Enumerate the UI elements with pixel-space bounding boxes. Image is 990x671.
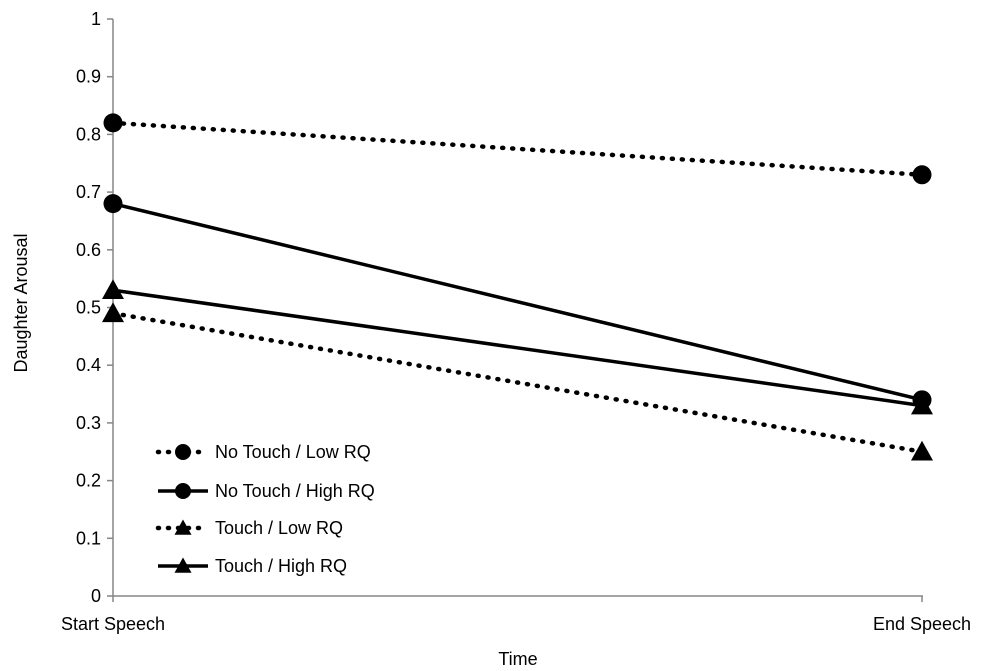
legend-triangle-marker xyxy=(174,519,192,535)
y-tick-label: 0.7 xyxy=(76,182,101,202)
series-line xyxy=(110,311,925,454)
chart-axes xyxy=(107,18,923,602)
legend-item: Touch / Low RQ xyxy=(155,518,343,538)
y-tick-labels: 0 0.1 0.2 0.3 0.4 0.5 0.6 0.7 0.8 0.9 1 xyxy=(76,9,101,606)
series-1 xyxy=(103,113,932,185)
y-tick-label: 0.6 xyxy=(76,240,101,260)
x-tick-label: Start Speech xyxy=(61,614,165,634)
series-line xyxy=(112,201,923,402)
x-tick-label: End Speech xyxy=(873,614,971,634)
triangle-marker xyxy=(911,394,933,415)
legend-item: No Touch / Low RQ xyxy=(155,442,371,462)
circle-marker xyxy=(912,165,932,185)
legend-label: Touch / High RQ xyxy=(215,556,347,576)
y-tick-label: 0.5 xyxy=(76,298,101,318)
y-tick-label: 1 xyxy=(91,9,101,29)
legend-label: No Touch / Low RQ xyxy=(215,442,371,462)
triangle-marker xyxy=(102,279,124,299)
legend-label: Touch / Low RQ xyxy=(215,518,343,538)
legend-label: No Touch / High RQ xyxy=(215,481,375,501)
circle-marker xyxy=(103,194,123,214)
y-tick-label: 0.1 xyxy=(76,528,101,548)
legend-triangle-marker xyxy=(174,557,192,573)
series-3 xyxy=(102,302,933,461)
y-tick-label: 0.8 xyxy=(76,124,101,144)
y-tick-label: 0.9 xyxy=(76,67,101,87)
legend-circle-marker xyxy=(175,444,191,460)
chart-legend: No Touch / Low RQ No Touch / High RQ Touch… xyxy=(155,442,375,576)
series-line xyxy=(110,120,925,178)
x-axis-title: Time xyxy=(498,649,537,669)
legend-circle-marker xyxy=(175,483,191,499)
legend-item: No Touch / High RQ xyxy=(158,481,375,501)
y-tick-label: 0 xyxy=(91,586,101,606)
series-line xyxy=(112,288,923,408)
chart-series xyxy=(102,113,933,461)
triangle-marker xyxy=(102,302,124,323)
legend-item: Touch / High RQ xyxy=(158,556,347,576)
circle-marker xyxy=(103,113,123,133)
series-4 xyxy=(102,279,933,415)
y-tick-label: 0.4 xyxy=(76,355,101,375)
x-tick-labels: Start Speech End Speech xyxy=(61,614,971,634)
y-axis-title: Daughter Arousal xyxy=(11,233,31,372)
y-tick-label: 0.2 xyxy=(76,471,101,491)
triangle-marker xyxy=(911,440,933,461)
y-tick-label: 0.3 xyxy=(76,413,101,433)
series-2 xyxy=(103,194,932,410)
